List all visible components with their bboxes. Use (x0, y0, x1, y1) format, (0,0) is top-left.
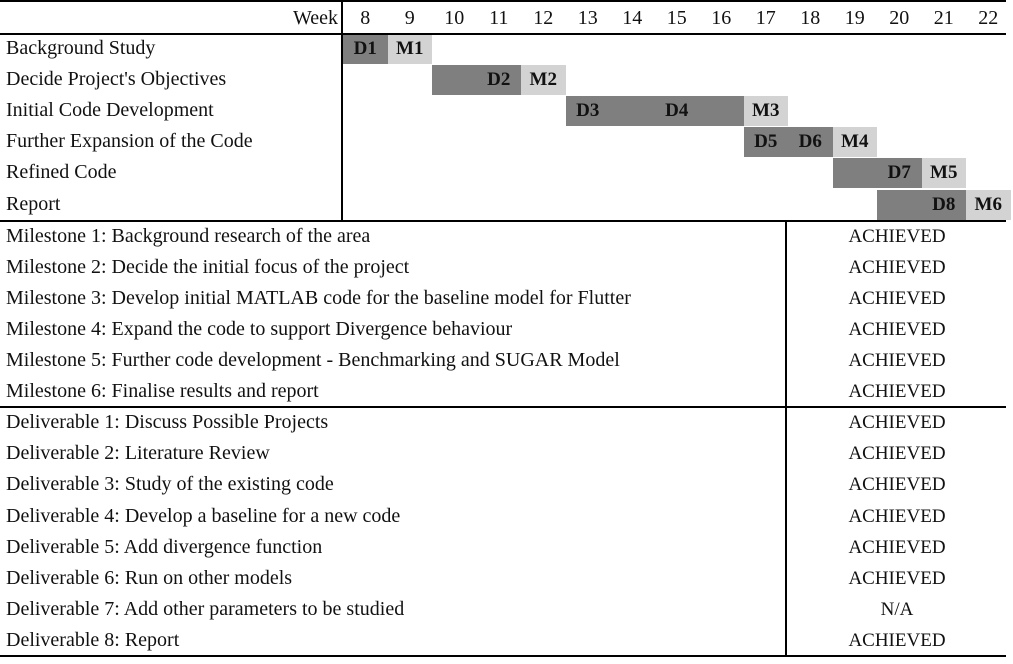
deliverable-status: ACHIEVED (848, 505, 946, 527)
task-label: Initial Code Development (6, 99, 214, 122)
task-label: Refined Code (6, 161, 117, 184)
deliverable-status: ACHIEVED (848, 443, 946, 465)
task-label: Further Expansion of the Code (6, 130, 253, 153)
week-tick-label: 20 (889, 7, 910, 29)
bar-label: M1 (396, 38, 424, 59)
week-tick-label: 13 (577, 7, 598, 29)
deliverable-description: Deliverable 3: Study of the existing cod… (6, 473, 334, 496)
gantt-bar-deliverable (788, 127, 833, 158)
gantt-bar-deliverable (832, 158, 922, 189)
milestone-description: Milestone 1: Background research of the … (6, 224, 371, 247)
milestone-description: Milestone 4: Expand the code to support … (6, 317, 513, 340)
bar-label: D6 (798, 131, 822, 153)
bar-label: M5 (930, 162, 958, 184)
deliverable-status: ACHIEVED (848, 567, 946, 589)
week-tick-label: 10 (444, 7, 465, 29)
status-column-divider (785, 219, 787, 655)
gantt-bar-milestone (832, 127, 877, 158)
milestone-status: ACHIEVED (848, 318, 946, 340)
week-tick-label: 14 (622, 7, 643, 29)
week-tick-label: 12 (533, 7, 554, 29)
gantt-bar-deliverable (565, 96, 610, 127)
deliverable-status: N/A (880, 598, 914, 620)
milestone-status: ACHIEVED (848, 256, 946, 278)
milestone-description: Milestone 5: Further code development - … (6, 349, 620, 371)
top-border (0, 0, 1006, 2)
bar-label: M3 (752, 100, 780, 122)
bar-label: D2 (487, 69, 511, 91)
week-tick-label: 8 (360, 7, 371, 29)
gantt-bar-milestone (521, 65, 566, 96)
week-tick-label: 19 (844, 7, 865, 29)
week-tick-label: 17 (755, 7, 776, 29)
task-label: Report (6, 192, 61, 215)
deliverable-status: ACHIEVED (848, 412, 946, 434)
bar-label: D3 (576, 100, 600, 122)
gantt-vertical-divider (341, 0, 343, 220)
week-tick-label: 9 (404, 7, 415, 29)
header-divider (0, 33, 1006, 35)
bar-label: D8 (932, 193, 956, 215)
milestone-status: ACHIEVED (848, 287, 946, 309)
bottom-border (0, 655, 1006, 657)
milestone-divider (0, 406, 1006, 409)
gantt-divider (0, 219, 1006, 222)
milestone-status: ACHIEVED (848, 225, 946, 247)
bar-label: D5 (754, 131, 778, 153)
bar-label: M4 (841, 131, 869, 153)
gantt-bar-deliverable (432, 65, 521, 96)
week-tick-label: 22 (978, 7, 999, 29)
week-header-label: Week (292, 7, 338, 29)
bar-label: D7 (887, 162, 911, 184)
deliverable-status: ACHIEVED (848, 536, 946, 558)
task-label: Decide Project's Objectives (6, 68, 227, 91)
deliverable-description: Deliverable 6: Run on other models (6, 566, 293, 589)
gantt-bar-deliverable (877, 189, 966, 220)
gantt-bar-deliverable (743, 127, 788, 158)
gantt-bar-milestone (387, 34, 432, 64)
week-tick-label: 16 (711, 7, 732, 29)
bar-label: D4 (665, 100, 689, 122)
milestone-status: ACHIEVED (848, 381, 946, 403)
week-tick-label: 11 (489, 7, 509, 29)
gantt-bar-deliverable (610, 96, 744, 127)
milestone-status: ACHIEVED (848, 350, 946, 371)
week-tick-label: 15 (666, 7, 687, 29)
deliverable-description: Deliverable 5: Add divergence function (6, 535, 323, 558)
deliverable-status: ACHIEVED (848, 629, 946, 651)
gantt-bar-milestone (921, 158, 966, 189)
bar-label: D1 (353, 38, 377, 59)
deliverable-status: ACHIEVED (848, 474, 946, 496)
deliverable-description: Deliverable 8: Report (6, 628, 180, 651)
gantt-bar-milestone (743, 96, 788, 127)
deliverable-description: Deliverable 7: Add other parameters to b… (6, 597, 405, 620)
deliverable-description: Deliverable 1: Discuss Possible Projects (6, 411, 329, 434)
milestone-description: Milestone 6: Finalise results and report (6, 380, 319, 403)
milestone-description: Milestone 3: Develop initial MATLAB code… (6, 286, 631, 309)
task-label: Background Study (6, 37, 156, 59)
bar-label: M6 (974, 193, 1002, 215)
milestone-description: Milestone 2: Decide the initial focus of… (6, 255, 410, 278)
deliverable-description: Deliverable 4: Develop a baseline for a … (6, 504, 401, 527)
deliverable-description: Deliverable 2: Literature Review (6, 442, 270, 465)
gantt-bar-deliverable (343, 34, 388, 64)
bar-label: M2 (529, 69, 557, 91)
week-tick-label: 18 (800, 7, 821, 29)
week-tick-label: 21 (933, 7, 954, 29)
gantt-bar-milestone (966, 189, 1011, 220)
